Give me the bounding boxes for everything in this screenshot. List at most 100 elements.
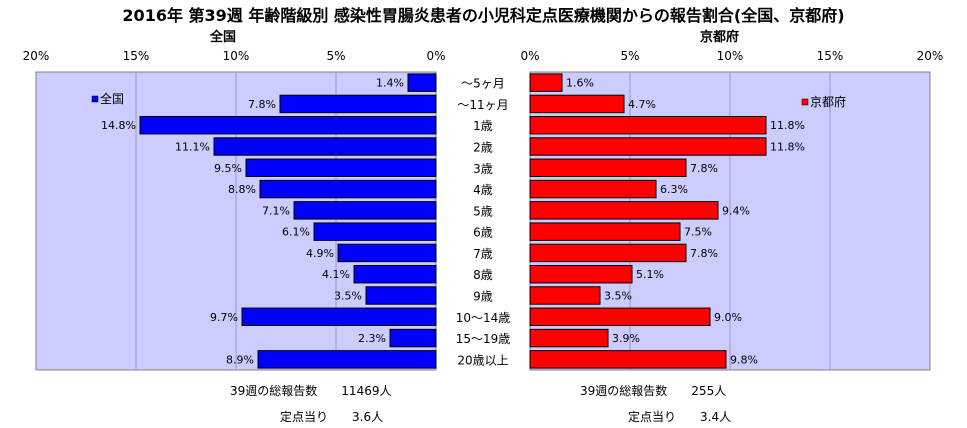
bar (529, 137, 767, 156)
category-label: 8歳 (473, 268, 493, 282)
footer-per-label-national: 定点当り (280, 410, 329, 424)
footer-per-value-kyoto: 3.4人 (700, 410, 732, 424)
data-label: 9.5% (214, 162, 242, 175)
bar (407, 73, 437, 92)
bar (529, 222, 681, 241)
data-label: 9.0% (714, 311, 742, 324)
legend-label-national: 全国 (100, 91, 124, 106)
x-tick-label: 15% (123, 49, 150, 63)
bar (389, 328, 437, 348)
data-label: 1.4% (376, 77, 404, 90)
data-label: 9.4% (722, 204, 750, 217)
bar (529, 73, 563, 92)
bar (529, 201, 719, 220)
footer-total-value-national: 11469人 (341, 384, 392, 398)
data-label: 7.1% (262, 204, 290, 217)
data-label: 8.9% (226, 353, 254, 366)
bar (337, 243, 437, 263)
bar (529, 307, 711, 327)
bar (257, 350, 437, 369)
data-label: 8.8% (228, 183, 256, 196)
data-label: 2.3% (358, 332, 386, 345)
footer-total-label-national: 39週の総報告数 (230, 384, 318, 398)
bar (529, 328, 609, 348)
category-label: 2歳 (473, 141, 493, 155)
bar (313, 222, 437, 241)
bar (279, 94, 437, 114)
chart-title: 2016年 第39週 年齢階級別 感染性胃腸炎患者の小児科定点医療機関からの報告… (122, 6, 845, 25)
footer-total-value-kyoto: 255人 (691, 384, 727, 398)
footer-per-value-national: 3.6人 (352, 410, 384, 424)
category-label: 3歳 (473, 162, 493, 176)
category-label: ～11ヶ月 (457, 98, 508, 112)
data-label: 11.8% (770, 119, 805, 132)
bar (529, 264, 633, 284)
data-label: 11.8% (770, 141, 805, 154)
data-label: 6.1% (282, 226, 310, 239)
legend-label-kyoto: 京都府 (810, 94, 846, 109)
category-label: 15～19歳 (456, 332, 511, 346)
bar (529, 350, 727, 369)
x-tick-label: 0% (426, 49, 445, 63)
footer-per-kyoto: 定点当り 3.4人 (628, 408, 731, 425)
bar (365, 286, 437, 305)
data-label: 4.1% (322, 268, 350, 281)
panel-title-national: 全国 (210, 30, 237, 45)
category-label: ～5ヶ月 (461, 77, 505, 91)
bar (293, 201, 437, 220)
data-label: 7.8% (690, 162, 718, 175)
data-label: 3.5% (334, 290, 362, 303)
bar (529, 158, 687, 178)
data-label: 11.1% (175, 141, 210, 154)
data-label: 4.9% (306, 247, 334, 260)
data-label: 4.7% (628, 98, 656, 111)
bar (245, 158, 437, 178)
category-label: 5歳 (473, 204, 493, 218)
bar (529, 94, 625, 114)
panel-title-kyoto: 京都府 (700, 30, 740, 45)
x-tick-label: 15% (817, 49, 844, 63)
x-tick-label: 5% (620, 49, 639, 63)
bar (529, 179, 657, 199)
bar (529, 115, 767, 135)
x-tick-label: 0% (520, 49, 539, 63)
footer-total-label-kyoto: 39週の総報告数 (580, 384, 668, 398)
data-label: 7.8% (690, 247, 718, 260)
data-label: 5.1% (636, 268, 664, 281)
category-label: 10～14歳 (456, 311, 511, 325)
data-label: 3.9% (612, 332, 640, 345)
category-label: 7歳 (473, 247, 493, 261)
x-tick-label: 20% (917, 49, 944, 63)
bar (529, 243, 687, 263)
data-label: 7.5% (684, 226, 712, 239)
data-label: 9.8% (730, 353, 758, 366)
legend-swatch-national (91, 95, 99, 103)
bar (241, 307, 437, 327)
x-tick-label: 10% (223, 49, 250, 63)
bar (529, 286, 601, 305)
footer-total-kyoto: 39週の総報告数 255人 (580, 382, 726, 399)
data-label: 1.6% (566, 77, 594, 90)
category-label: 20歳以上 (457, 353, 508, 367)
x-tick-label: 20% (23, 49, 50, 63)
bar (353, 264, 437, 284)
footer-per-national: 定点当り 3.6人 (280, 408, 383, 425)
category-label: 6歳 (473, 226, 493, 240)
legend-swatch-kyoto (801, 98, 809, 106)
category-label: 4歳 (473, 183, 493, 197)
data-label: 3.5% (604, 290, 632, 303)
bar (139, 115, 437, 135)
category-label: 9歳 (473, 290, 493, 304)
footer-total-national: 39週の総報告数 11469人 (230, 382, 391, 399)
data-label: 14.8% (101, 119, 136, 132)
category-label: 1歳 (473, 119, 493, 133)
x-tick-label: 10% (717, 49, 744, 63)
data-label: 7.8% (248, 98, 276, 111)
x-tick-label: 5% (326, 49, 345, 63)
bar (259, 179, 437, 199)
footer-per-label-kyoto: 定点当り (628, 410, 677, 424)
data-label: 9.7% (210, 311, 238, 324)
data-label: 6.3% (660, 183, 688, 196)
bar (213, 137, 437, 156)
